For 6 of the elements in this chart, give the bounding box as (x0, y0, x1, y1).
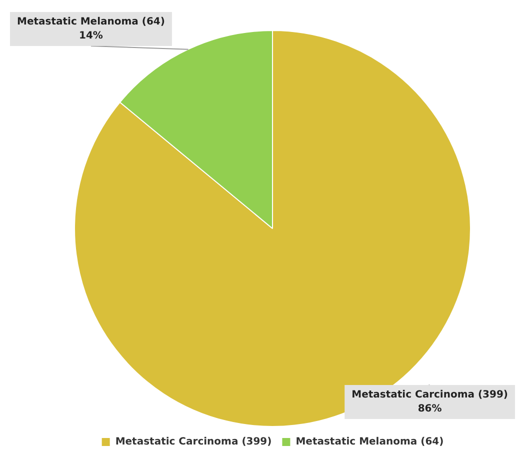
data-label: 14% (79, 30, 103, 42)
legend-label: Metastatic Melanoma (64) (296, 436, 444, 448)
slice-label: Metastatic Melanoma (64) (17, 16, 165, 28)
slice-label: Metastatic Carcinoma (399) (352, 390, 508, 401)
legend-label: Metastatic Carcinoma (399) (115, 436, 272, 448)
data-label: 86% (418, 404, 442, 415)
